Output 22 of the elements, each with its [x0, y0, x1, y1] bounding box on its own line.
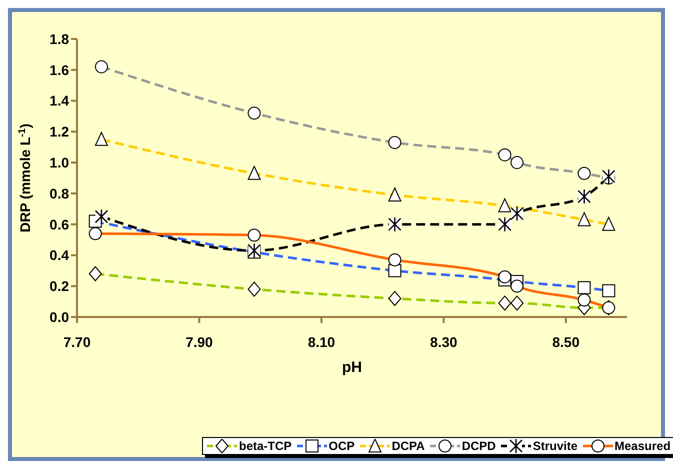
x-tick-label: 7.90 [186, 334, 214, 350]
x-tick-label: 8.10 [308, 334, 336, 350]
y-tick-label: 0.8 [50, 185, 70, 202]
x-tick-label: 8.30 [430, 334, 458, 350]
y-tick-label: 0.2 [50, 278, 70, 294]
legend-label: OCP [328, 439, 355, 453]
y-tick-label: 1.8 [50, 30, 70, 47]
legend-label: Struvite [532, 439, 578, 453]
legend-label: DCPA [392, 439, 425, 453]
x-tick-label: 8.50 [552, 334, 580, 350]
legend-label: Measured [614, 439, 671, 453]
y-tick-label: 1.4 [50, 92, 70, 109]
legend-label: DCPD [462, 439, 496, 453]
y-tick-label: 1.6 [50, 62, 70, 78]
legend-label: beta-TCP [239, 439, 292, 453]
y-tick-label: 0.6 [50, 216, 70, 232]
y-tick-label: 0.0 [50, 308, 70, 325]
y-tick-label: 0.4 [50, 247, 70, 264]
x-axis-title: pH [342, 359, 362, 376]
y-tick-label: 1.2 [50, 124, 70, 140]
y-tick-label: 1.0 [50, 154, 70, 171]
x-tick-label: 7.70 [63, 334, 91, 350]
